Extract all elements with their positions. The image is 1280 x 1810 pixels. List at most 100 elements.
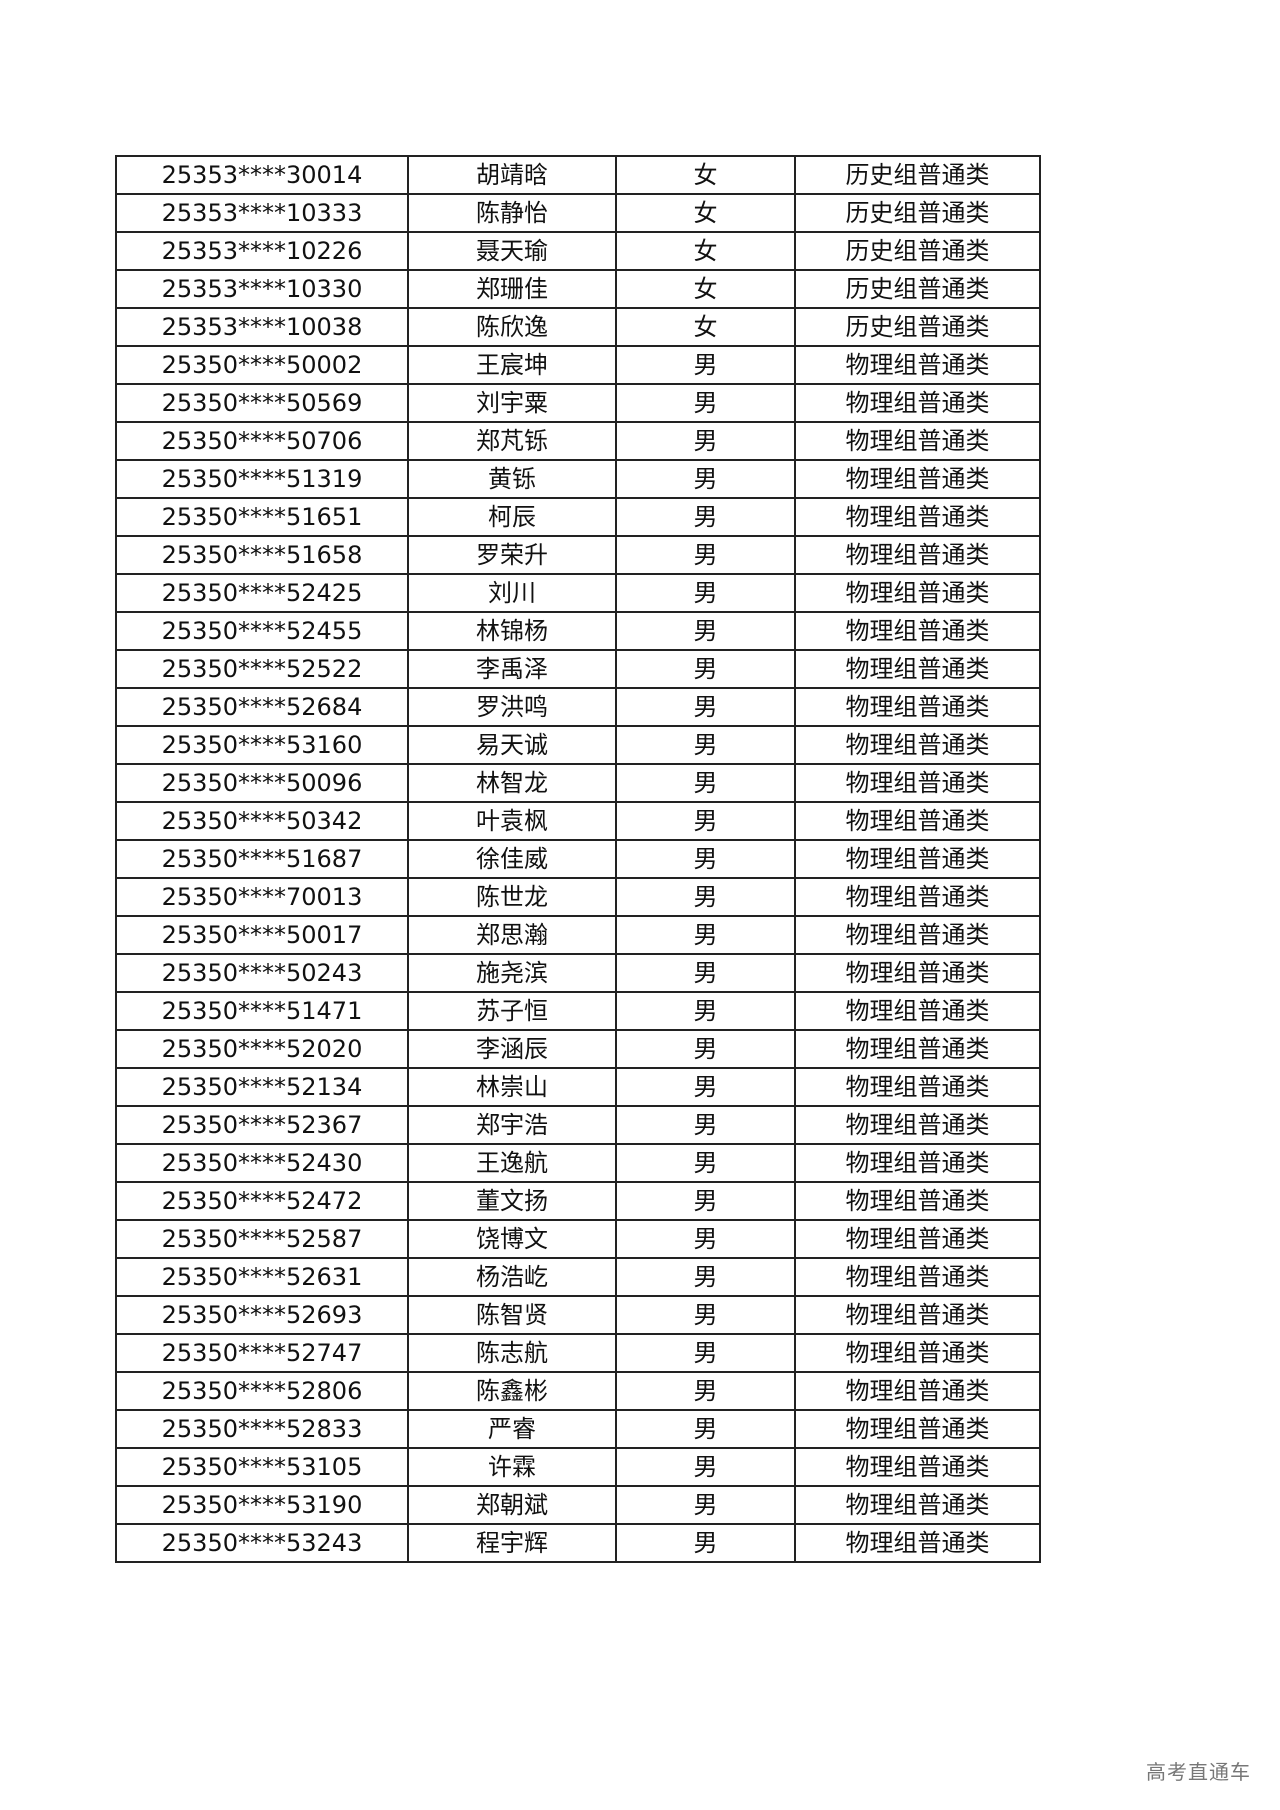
name-cell: 严睿 [407,1409,617,1449]
category-cell: 物理组普通类 [794,649,1041,689]
gender-cell: 男 [615,1257,796,1297]
gender-cell: 男 [615,345,796,385]
category-cell: 历史组普通类 [794,269,1041,309]
category-cell: 物理组普通类 [794,1523,1041,1563]
category-cell: 物理组普通类 [794,1295,1041,1335]
name-cell: 罗荣升 [407,535,617,575]
gender-cell: 男 [615,1485,796,1525]
exam-id-cell: 25350****51658 [115,535,409,575]
category-cell: 物理组普通类 [794,611,1041,651]
table-row: 25350****53105 许霖男物理组普通类 [115,1447,1041,1487]
category-cell: 物理组普通类 [794,345,1041,385]
name-cell: 李涵辰 [407,1029,617,1069]
category-cell: 物理组普通类 [794,1409,1041,1449]
name-cell: 罗洪鸣 [407,687,617,727]
name-cell: 刘宇粟 [407,383,617,423]
gender-cell: 男 [615,801,796,841]
category-cell: 历史组普通类 [794,231,1041,271]
exam-id-cell: 25350****51651 [115,497,409,537]
category-cell: 物理组普通类 [794,383,1041,423]
category-cell: 物理组普通类 [794,991,1041,1031]
exam-id-cell: 25350****52806 [115,1371,409,1411]
exam-id-cell: 25353****30014 [115,155,409,195]
exam-id-cell: 25350****52747 [115,1333,409,1373]
exam-id-cell: 25350****53160 [115,725,409,765]
name-cell: 陈鑫彬 [407,1371,617,1411]
gender-cell: 男 [615,687,796,727]
exam-id-cell: 25350****52134 [115,1067,409,1107]
exam-id-cell: 25350****50096 [115,763,409,803]
gender-cell: 女 [615,155,796,195]
name-cell: 叶袁枫 [407,801,617,841]
category-cell: 物理组普通类 [794,1143,1041,1183]
table-row: 25353****10038 陈欣逸女历史组普通类 [115,307,1041,347]
table-row: 25350****52631 杨浩屹男物理组普通类 [115,1257,1041,1297]
name-cell: 郑宇浩 [407,1105,617,1145]
gender-cell: 男 [615,383,796,423]
gender-cell: 男 [615,763,796,803]
exam-id-cell: 25350****53105 [115,1447,409,1487]
category-cell: 物理组普通类 [794,1333,1041,1373]
table-row: 25350****52430 王逸航男物理组普通类 [115,1143,1041,1183]
exam-id-cell: 25350****52631 [115,1257,409,1297]
table-row: 25350****52522 李禹泽男物理组普通类 [115,649,1041,689]
name-cell: 王逸航 [407,1143,617,1183]
category-cell: 物理组普通类 [794,1029,1041,1069]
table-row: 25350****50096 林智龙男物理组普通类 [115,763,1041,803]
category-cell: 物理组普通类 [794,839,1041,879]
category-cell: 历史组普通类 [794,193,1041,233]
table-row: 25350****52134 林崇山男物理组普通类 [115,1067,1041,1107]
name-cell: 陈世龙 [407,877,617,917]
watermark: 高考直通车 [1146,1760,1251,1784]
gender-cell: 男 [615,991,796,1031]
table-row: 25350****52747 陈志航男物理组普通类 [115,1333,1041,1373]
name-cell: 聂天瑜 [407,231,617,271]
name-cell: 徐佳威 [407,839,617,879]
table-row: 25353****30014 胡靖晗女历史组普通类 [115,155,1041,195]
table-row: 25350****52806 陈鑫彬男物理组普通类 [115,1371,1041,1411]
category-cell: 物理组普通类 [794,1485,1041,1525]
table-row: 25353****10333 陈静怡女历史组普通类 [115,193,1041,233]
exam-id-cell: 25350****50706 [115,421,409,461]
category-cell: 物理组普通类 [794,1219,1041,1259]
table-row: 25350****51651 柯辰男物理组普通类 [115,497,1041,537]
gender-cell: 男 [615,1105,796,1145]
gender-cell: 女 [615,307,796,347]
table-row: 25350****50706 郑芃铄男物理组普通类 [115,421,1041,461]
name-cell: 程宇辉 [407,1523,617,1563]
table-row: 25350****50243 施尧滨男物理组普通类 [115,953,1041,993]
exam-id-cell: 25350****52430 [115,1143,409,1183]
gender-cell: 女 [615,269,796,309]
name-cell: 陈智贤 [407,1295,617,1335]
name-cell: 杨浩屹 [407,1257,617,1297]
category-cell: 物理组普通类 [794,877,1041,917]
table-row: 25350****51319 黄铄男物理组普通类 [115,459,1041,499]
exam-id-cell: 25350****52522 [115,649,409,689]
category-cell: 物理组普通类 [794,687,1041,727]
name-cell: 董文扬 [407,1181,617,1221]
table-row: 25350****53160 易天诚男物理组普通类 [115,725,1041,765]
name-cell: 刘川 [407,573,617,613]
gender-cell: 男 [615,1181,796,1221]
category-cell: 物理组普通类 [794,1105,1041,1145]
name-cell: 柯辰 [407,497,617,537]
category-cell: 物理组普通类 [794,725,1041,765]
table-row: 25350****52455 林锦杨男物理组普通类 [115,611,1041,651]
table-row: 25353****10226 聂天瑜女历史组普通类 [115,231,1041,271]
exam-id-cell: 25350****53190 [115,1485,409,1525]
category-cell: 物理组普通类 [794,953,1041,993]
exam-id-cell: 25350****70013 [115,877,409,917]
table-body: 25353****30014 胡靖晗女历史组普通类 25353****10333 陈静… [115,155,1041,1563]
name-cell: 林锦杨 [407,611,617,651]
name-cell: 施尧滨 [407,953,617,993]
table-row: 25350****70013 陈世龙男物理组普通类 [115,877,1041,917]
category-cell: 物理组普通类 [794,1257,1041,1297]
gender-cell: 男 [615,421,796,461]
gender-cell: 男 [615,1067,796,1107]
name-cell: 郑朝斌 [407,1485,617,1525]
exam-id-cell: 25350****52587 [115,1219,409,1259]
name-cell: 陈静怡 [407,193,617,233]
name-cell: 郑珊佳 [407,269,617,309]
category-cell: 物理组普通类 [794,1067,1041,1107]
name-cell: 郑思瀚 [407,915,617,955]
